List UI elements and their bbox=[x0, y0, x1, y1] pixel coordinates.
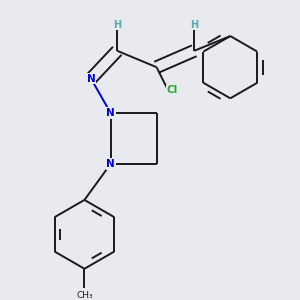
Text: CH₃: CH₃ bbox=[76, 291, 93, 300]
Text: H: H bbox=[190, 20, 198, 30]
Text: H: H bbox=[113, 20, 121, 30]
Text: N: N bbox=[87, 74, 95, 84]
Text: N: N bbox=[106, 159, 115, 169]
Text: Cl: Cl bbox=[166, 85, 178, 95]
Text: N: N bbox=[106, 108, 115, 118]
